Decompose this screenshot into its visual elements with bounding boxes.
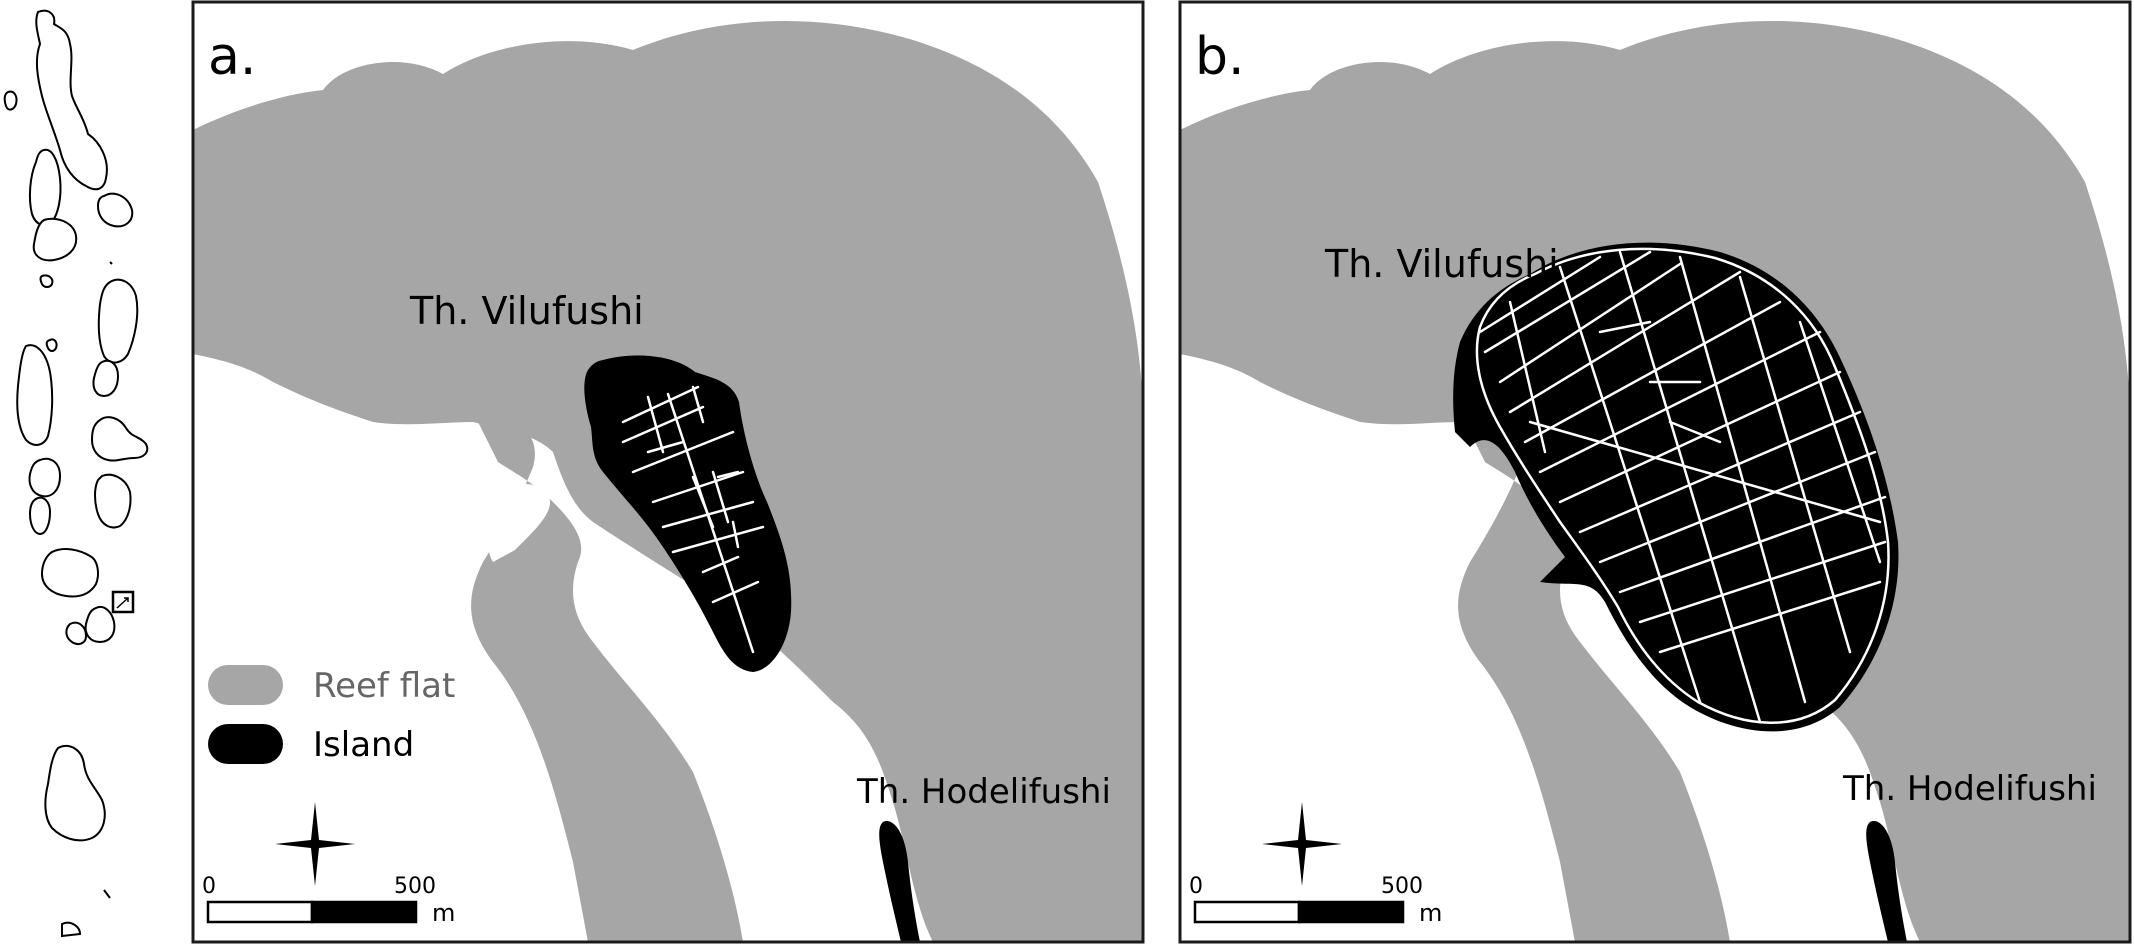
scale-start: 0 — [202, 874, 216, 899]
atoll-outline — [16, 344, 54, 446]
road-network — [621, 385, 765, 654]
neighbor-island-label: Th. Hodelifushi — [1842, 769, 2097, 809]
channel — [488, 483, 551, 562]
atoll-outline — [32, 217, 78, 262]
atoll-outline — [45, 338, 58, 352]
atoll-outline — [3, 90, 18, 111]
atoll-outline — [90, 416, 149, 462]
scale-end: 500 — [1381, 874, 1423, 899]
panel-a-frame — [191, 0, 1145, 944]
island-label: Th. Vilufushi — [1324, 242, 1559, 286]
road-network — [1478, 250, 1887, 724]
panel-b-frame — [1178, 0, 2132, 944]
panel-b: b. Th. Vilufushi Th. Hodelifushi 0 500 m — [1178, 0, 2132, 944]
island-label: Th. Vilufushi — [409, 289, 644, 333]
atoll-outline — [92, 359, 120, 398]
panel-a: a. Th. Vilufushi Th. Hodelifushi Reef fl… — [191, 0, 1145, 944]
scale-bar — [1193, 900, 1405, 924]
atoll-outline — [61, 921, 82, 938]
scale-start: 0 — [1189, 874, 1203, 899]
legend-swatch-reef — [208, 665, 283, 705]
legend: Reef flat Island — [208, 665, 455, 765]
atoll-outline — [103, 889, 111, 899]
reclamation-outline — [1475, 247, 1890, 724]
atoll-outline — [65, 621, 88, 645]
atoll-outline — [84, 606, 116, 644]
atoll-outline — [39, 274, 54, 288]
legend-label-island: Island — [313, 725, 414, 765]
scale-end: 500 — [394, 874, 436, 899]
scale-unit: m — [1419, 899, 1442, 927]
atoll-outline — [40, 548, 99, 598]
locator-arrow — [116, 597, 129, 609]
atoll-outline — [97, 278, 139, 364]
atoll-outline — [28, 496, 52, 536]
panel-letter: a. — [208, 27, 256, 87]
locator-box-icon — [111, 590, 135, 614]
atoll-outline — [96, 192, 134, 228]
legend-swatch-island — [208, 724, 283, 764]
panel-letter: b. — [1195, 27, 1245, 87]
vilufushi-island — [584, 355, 792, 672]
vilufushi-island — [1453, 242, 1899, 732]
neighbor-island-label: Th. Hodelifushi — [856, 772, 1111, 812]
atoll-outline — [94, 473, 132, 529]
legend-label-reef: Reef flat — [313, 666, 455, 706]
atoll-outline — [35, 9, 108, 191]
atoll-outline — [28, 148, 62, 227]
atoll-outline — [28, 457, 62, 498]
atoll-outline — [109, 261, 113, 265]
atoll-outline — [44, 745, 106, 842]
scale-bar — [206, 900, 418, 924]
atoll-overview-map — [3, 9, 149, 938]
scale-unit: m — [432, 899, 455, 927]
